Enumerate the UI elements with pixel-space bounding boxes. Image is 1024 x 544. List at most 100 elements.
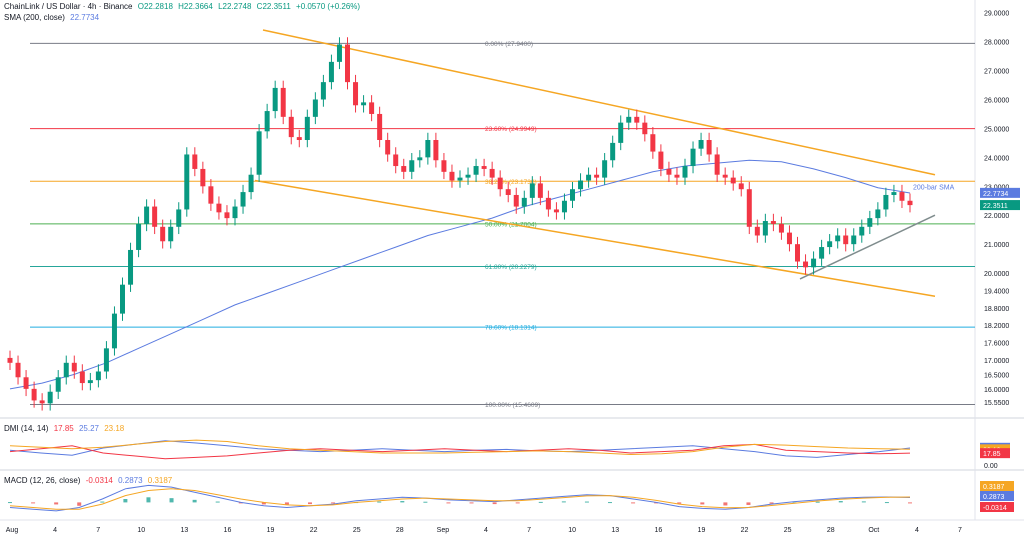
candle-body	[795, 244, 800, 262]
candle-body	[786, 232, 792, 245]
candle-body	[586, 174, 592, 181]
time-axis-label: 19	[698, 527, 706, 534]
candle-body	[570, 189, 575, 201]
fib-level-label: 0.00% (27.9400)	[485, 41, 533, 48]
candle-body	[393, 154, 399, 167]
macd-line	[9, 484, 911, 512]
macd-v1: -0.0314	[85, 476, 113, 485]
macd-histogram-bar	[146, 497, 151, 503]
macd-histogram-bar	[700, 502, 705, 505]
price-axis-label: 21.0000	[984, 242, 1009, 249]
time-axis-label: 4	[915, 527, 919, 534]
candle-body	[320, 82, 326, 100]
candle-body	[184, 154, 190, 210]
macd-tag	[980, 491, 1014, 501]
candle-body	[666, 168, 672, 175]
signal-line	[9, 488, 911, 510]
macd-histogram-bar	[723, 502, 728, 506]
candle-body	[738, 183, 744, 190]
candle-body	[369, 102, 375, 114]
candle-body	[553, 209, 559, 213]
price-axis-label: 23.0000	[984, 184, 1009, 191]
candle-body	[618, 122, 624, 143]
candle-body	[409, 160, 415, 172]
macd-histogram-bar	[377, 501, 382, 503]
candle-body	[682, 166, 688, 178]
time-axis-label: 13	[180, 527, 188, 534]
price-header: ChainLink / US Dollar · 4h · Binance O22…	[4, 2, 363, 11]
macd-histogram-bar	[100, 501, 105, 503]
candle-body	[907, 200, 913, 206]
candle-body	[15, 362, 21, 378]
candle-body	[674, 174, 680, 178]
candle-body	[497, 177, 503, 190]
dmi-axis-label: 0.00	[984, 463, 998, 470]
time-axis-label: Aug	[6, 527, 19, 534]
dmi-series-line	[9, 443, 911, 460]
candle-body	[304, 116, 310, 140]
candle-body	[168, 226, 174, 242]
macd-histogram-bar	[192, 499, 197, 503]
candle-body	[803, 261, 809, 268]
time-axis-label: 22	[741, 527, 749, 534]
fib-level-label: 50.00% (21.7004)	[485, 221, 537, 228]
candle-body	[521, 197, 527, 207]
candle-body	[875, 209, 881, 219]
macd-histogram-bar	[584, 501, 589, 503]
candle-body	[730, 177, 736, 184]
candle-body	[200, 168, 206, 187]
candle-body	[746, 189, 752, 227]
candle-body	[706, 140, 712, 155]
high-value: H22.3664	[178, 2, 213, 11]
open-value: O22.2818	[137, 2, 173, 11]
fib-level-label: 78.60% (18.1314)	[485, 325, 537, 332]
candle-body	[827, 241, 833, 248]
candle-body	[39, 400, 45, 404]
candle-body	[722, 174, 728, 178]
macd-histogram-bar	[308, 502, 312, 505]
price-axis-label: 28.0000	[984, 40, 1009, 47]
candle-body	[537, 183, 543, 198]
price-axis-label: 18.8000	[984, 306, 1009, 313]
fib-level-label: 38.20% (23.1730)	[485, 179, 537, 186]
macd-histogram-bar	[677, 502, 682, 504]
fib-level-label: 61.80% (20.2279)	[485, 264, 537, 271]
candle-body	[578, 180, 584, 190]
time-axis-label: 7	[96, 527, 100, 534]
candle-body	[642, 122, 648, 135]
price-axis-label: 27.0000	[984, 69, 1009, 76]
candle-body	[899, 192, 905, 201]
price-axis-label: 20.0000	[984, 271, 1009, 278]
support-trendline	[799, 214, 936, 280]
candle-body	[851, 235, 857, 245]
price-axis-label: 16.5000	[984, 372, 1009, 379]
macd-histogram-bar	[31, 502, 36, 504]
macd-histogram-bar	[861, 501, 866, 503]
candle-body	[529, 183, 535, 198]
candle-body	[136, 223, 142, 250]
price-axis-label: 22.0000	[984, 213, 1009, 220]
candle-body	[120, 284, 125, 314]
candle-body	[240, 192, 246, 207]
price-axis-label: 17.6000	[984, 341, 1009, 348]
candle-body	[152, 206, 158, 227]
macd-histogram-bar	[123, 499, 128, 503]
macd-histogram-bar	[446, 502, 451, 504]
time-axis-label: 7	[527, 527, 531, 534]
candle-body	[345, 44, 350, 83]
fib-level-label: 23.60% (24.9949)	[485, 126, 537, 133]
change-value: +0.0570 (+0.26%)	[296, 2, 361, 11]
candle-body	[95, 371, 101, 381]
candle-body	[594, 174, 600, 178]
macd-histogram-bar	[908, 502, 912, 504]
macd-histogram-bar	[538, 501, 543, 503]
candle-body	[272, 87, 278, 112]
macd-tag-label: 0.3187	[983, 484, 1005, 491]
time-axis-label: 10	[568, 527, 576, 534]
time-axis-label: 13	[611, 527, 619, 534]
time-axis-label: 25	[784, 527, 792, 534]
symbol-line: ChainLink / US Dollar · 4h · Binance	[4, 2, 133, 11]
candle-body	[658, 151, 664, 169]
